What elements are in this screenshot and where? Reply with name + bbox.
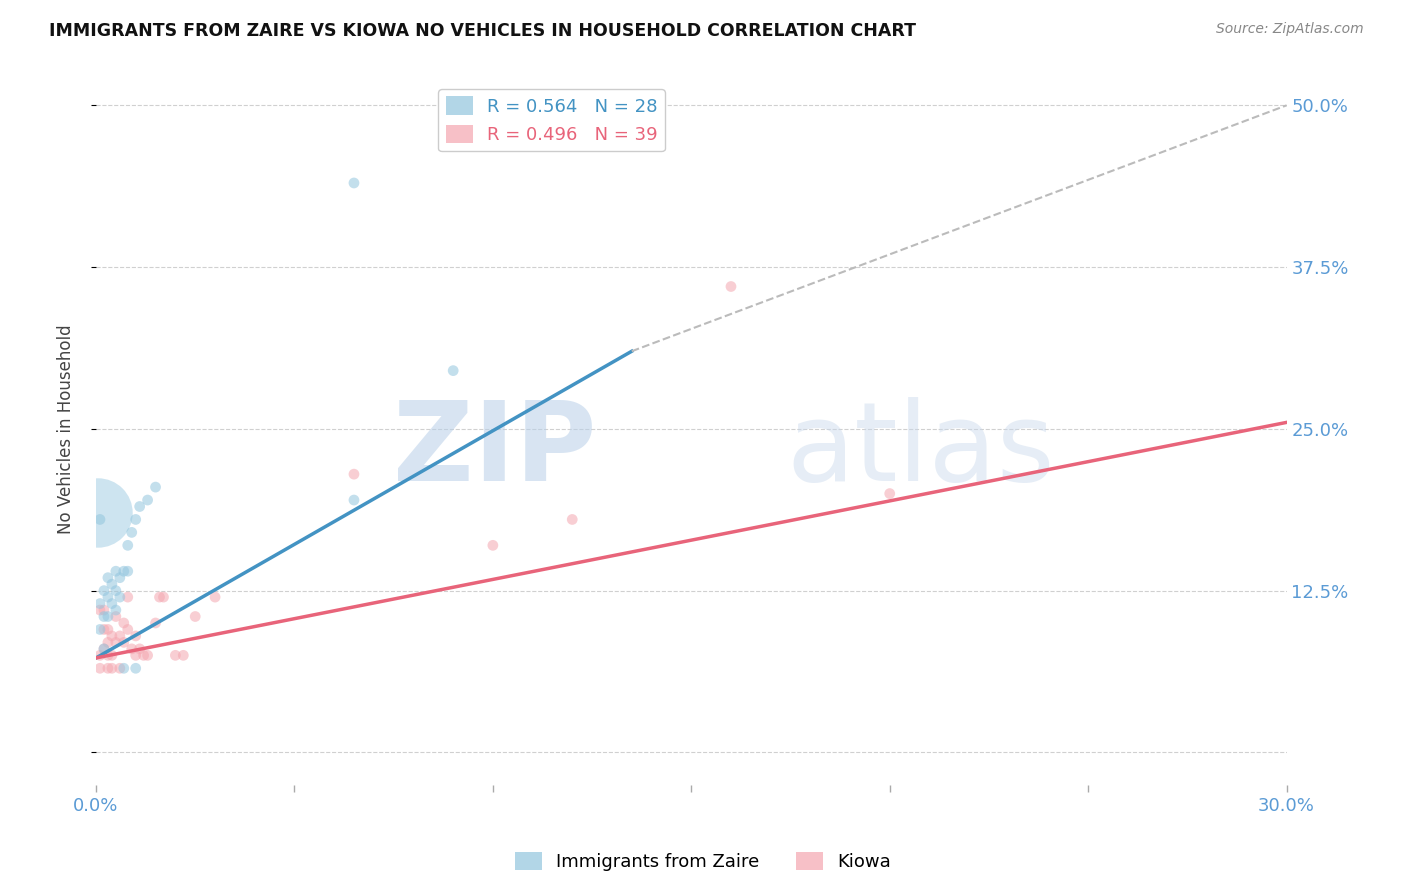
Point (93, 609, 115, 624)
Point (145, 615, 167, 630)
Point (112, 564, 135, 578)
Point (97, 609, 120, 624)
Point (561, 512, 583, 526)
Point (101, 577, 124, 591)
Point (87, 506, 110, 520)
Point (125, 648, 148, 663)
Point (117, 564, 139, 578)
Point (89, 648, 111, 663)
Point (121, 641, 143, 656)
Point (104, 583, 127, 598)
Point (482, 538, 505, 552)
Point (152, 590, 174, 604)
Point (89, 623, 111, 637)
Point (97, 571, 120, 585)
Point (108, 571, 131, 585)
Point (101, 629, 124, 643)
Point (89, 512, 111, 526)
Point (93, 623, 115, 637)
Y-axis label: No Vehicles in Household: No Vehicles in Household (58, 324, 75, 533)
Point (128, 500, 150, 514)
Point (148, 590, 170, 604)
Point (125, 629, 148, 643)
Point (93, 603, 115, 617)
Point (104, 609, 127, 624)
Point (343, 493, 366, 508)
Text: IMMIGRANTS FROM ZAIRE VS KIOWA NO VEHICLES IN HOUSEHOLD CORRELATION CHART: IMMIGRANTS FROM ZAIRE VS KIOWA NO VEHICL… (49, 22, 917, 40)
Point (108, 661, 131, 675)
Point (104, 603, 127, 617)
Point (97, 661, 120, 675)
Point (204, 590, 226, 604)
Point (117, 590, 139, 604)
Point (112, 635, 135, 649)
Point (104, 635, 127, 649)
Point (125, 661, 148, 675)
Point (165, 648, 187, 663)
Point (97, 590, 120, 604)
Point (93, 583, 115, 598)
Point (121, 525, 143, 540)
Point (97, 623, 120, 637)
Point (117, 623, 139, 637)
Point (89, 603, 111, 617)
Point (172, 648, 194, 663)
Text: ZIP: ZIP (392, 397, 596, 504)
Point (93, 641, 115, 656)
Point (136, 648, 159, 663)
Point (117, 538, 139, 552)
Point (101, 661, 124, 675)
Point (112, 615, 135, 630)
Point (104, 564, 127, 578)
Point (93, 641, 115, 656)
Point (125, 512, 148, 526)
Point (441, 364, 464, 378)
Point (128, 641, 150, 656)
Point (879, 486, 901, 500)
Point (145, 480, 167, 494)
Point (136, 493, 159, 508)
Point (184, 609, 207, 624)
Text: atlas: atlas (786, 397, 1054, 504)
Point (132, 648, 155, 663)
Point (97, 635, 120, 649)
Point (108, 629, 131, 643)
Text: Source: ZipAtlas.com: Source: ZipAtlas.com (1216, 22, 1364, 37)
Point (343, 176, 366, 190)
Point (97, 648, 120, 663)
Point (343, 467, 366, 482)
Legend: Immigrants from Zaire, Kiowa: Immigrants from Zaire, Kiowa (508, 845, 898, 879)
Legend: R = 0.564   N = 28, R = 0.496   N = 39: R = 0.564 N = 28, R = 0.496 N = 39 (439, 89, 665, 152)
Point (720, 279, 742, 293)
Point (112, 661, 135, 675)
Point (101, 597, 124, 611)
Point (101, 648, 124, 663)
Point (89, 597, 111, 611)
Point (89, 661, 111, 675)
Point (108, 590, 131, 604)
